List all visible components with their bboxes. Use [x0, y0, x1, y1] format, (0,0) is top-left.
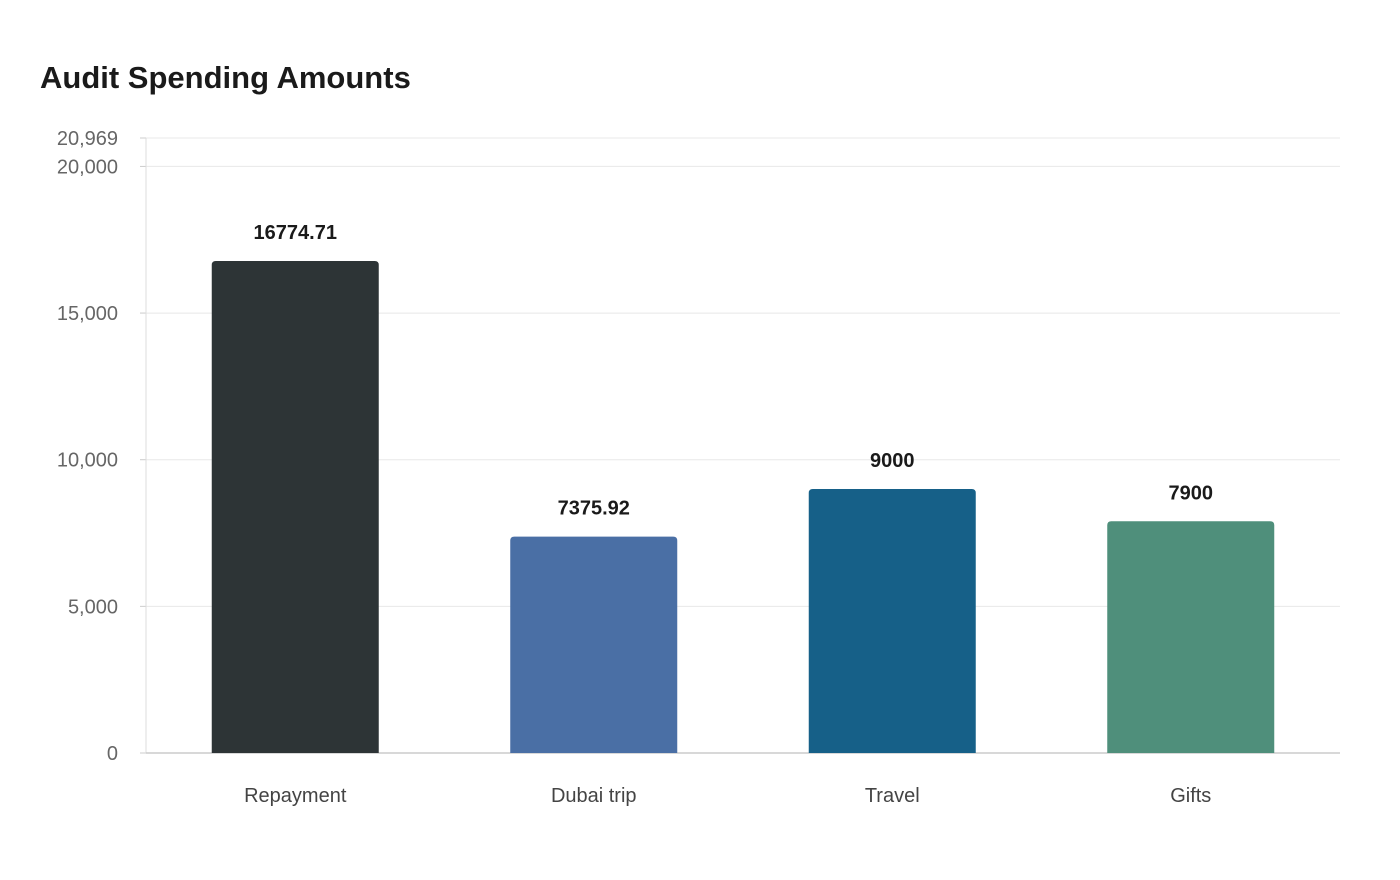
bar-travel: [808, 489, 976, 753]
y-tick-label: 20,969: [57, 128, 118, 150]
y-tick-label: 0: [107, 743, 118, 765]
labels: 16774.71 Repayment 7375.92 Dubai trip 9000 Tr…: [244, 222, 1213, 807]
data-label: 7375.92: [558, 498, 630, 520]
y-tick-label: 5,000: [68, 596, 118, 618]
chart-title: Audit Spending Amounts: [40, 60, 411, 95]
y-tick-label: 10,000: [57, 450, 118, 472]
bars: [211, 261, 1275, 753]
x-tick-label: Repayment: [244, 785, 347, 807]
data-label: 7900: [1169, 482, 1214, 504]
data-label: 16774.71: [254, 222, 337, 244]
bar-repayment: [211, 261, 379, 753]
bar-dubai-trip: [510, 536, 678, 753]
data-label: 9000: [870, 450, 915, 472]
y-tick-label: 20,000: [57, 156, 118, 178]
x-tick-label: Dubai trip: [551, 785, 637, 807]
x-tick-label: Gifts: [1170, 785, 1211, 807]
x-tick-label: Travel: [865, 785, 920, 807]
bar-gifts: [1107, 521, 1275, 753]
y-tick-label: 15,000: [57, 303, 118, 325]
